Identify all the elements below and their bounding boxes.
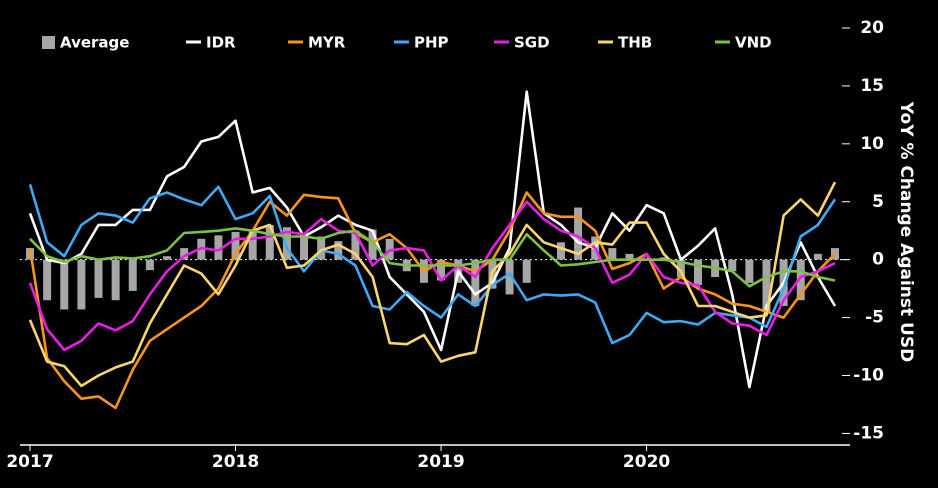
bar bbox=[111, 259, 120, 301]
bar bbox=[163, 256, 172, 260]
legend-label: SGD bbox=[514, 34, 550, 52]
y-tick-label: 15 bbox=[860, 76, 884, 96]
y-axis-label: YoY % Change Against USD bbox=[896, 101, 916, 362]
bar bbox=[437, 259, 446, 281]
y-tick-label: 20 bbox=[860, 18, 884, 38]
bar bbox=[813, 253, 822, 260]
bar bbox=[505, 259, 514, 295]
legend-label: Average bbox=[60, 34, 129, 52]
legend-label: IDR bbox=[206, 34, 236, 52]
bar bbox=[60, 259, 69, 310]
bar bbox=[368, 229, 377, 260]
line bbox=[28, 184, 837, 345]
bar bbox=[214, 235, 223, 260]
bar bbox=[471, 259, 480, 306]
x-tick-label: 2018 bbox=[212, 452, 259, 472]
bar bbox=[745, 259, 754, 283]
bar bbox=[300, 234, 309, 260]
y-tick-label: -15 bbox=[853, 423, 884, 443]
y-tick-label: 10 bbox=[860, 134, 884, 154]
bar bbox=[625, 253, 634, 260]
bar bbox=[94, 259, 103, 298]
x-tick-label: 2020 bbox=[623, 452, 670, 472]
bar bbox=[351, 230, 360, 260]
bar bbox=[145, 259, 154, 271]
bar bbox=[265, 224, 274, 260]
bar bbox=[796, 259, 805, 301]
bar bbox=[608, 248, 617, 260]
bar bbox=[231, 231, 240, 260]
bar bbox=[180, 248, 189, 260]
bar bbox=[334, 241, 343, 260]
legend-label: VND bbox=[735, 34, 772, 52]
bar bbox=[43, 259, 52, 301]
y-tick-label: 5 bbox=[872, 192, 884, 212]
x-tick-label: 2019 bbox=[417, 452, 464, 472]
x-tick-label: 2017 bbox=[6, 452, 53, 472]
bar bbox=[676, 259, 685, 278]
bar bbox=[556, 242, 565, 260]
legend-label: MYR bbox=[308, 34, 346, 52]
line bbox=[28, 191, 836, 410]
line bbox=[29, 227, 836, 288]
y-tick-label: 0 bbox=[872, 250, 884, 270]
legend-label: PHP bbox=[414, 34, 449, 52]
y-tick-label: -5 bbox=[865, 308, 884, 328]
y-tick-label: -10 bbox=[853, 366, 884, 386]
bar bbox=[693, 259, 702, 286]
bar bbox=[728, 259, 737, 272]
bar bbox=[128, 259, 137, 291]
line bbox=[28, 181, 837, 388]
bar bbox=[282, 227, 291, 260]
bar bbox=[317, 236, 326, 260]
bar bbox=[248, 229, 257, 260]
legend-label: THB bbox=[618, 34, 652, 52]
bar bbox=[77, 259, 86, 310]
bar bbox=[762, 259, 771, 312]
bar bbox=[522, 259, 531, 283]
bar bbox=[574, 207, 583, 260]
bar bbox=[831, 248, 839, 260]
legend-swatch bbox=[42, 36, 55, 49]
line bbox=[28, 90, 837, 389]
